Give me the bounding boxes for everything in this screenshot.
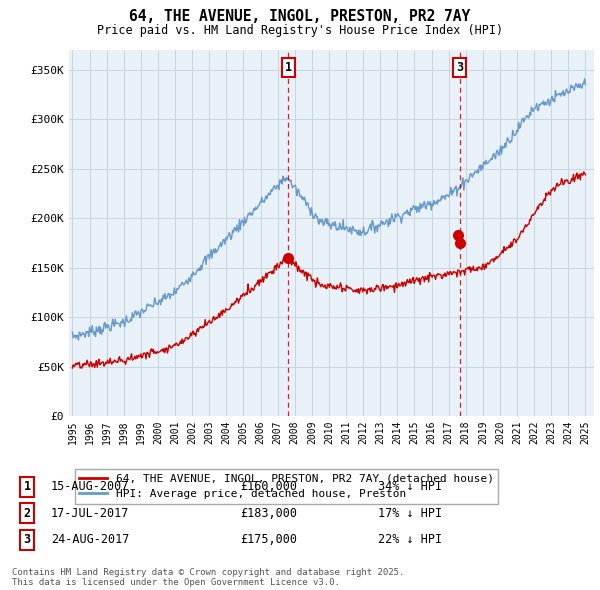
- Text: 15-AUG-2007: 15-AUG-2007: [51, 480, 130, 493]
- Legend: 64, THE AVENUE, INGOL, PRESTON, PR2 7AY (detached house), HPI: Average price, de: 64, THE AVENUE, INGOL, PRESTON, PR2 7AY …: [74, 469, 498, 503]
- Text: 1: 1: [284, 61, 292, 74]
- Text: 24-AUG-2017: 24-AUG-2017: [51, 533, 130, 546]
- Text: 22% ↓ HPI: 22% ↓ HPI: [378, 533, 442, 546]
- Text: 64, THE AVENUE, INGOL, PRESTON, PR2 7AY: 64, THE AVENUE, INGOL, PRESTON, PR2 7AY: [130, 9, 470, 24]
- Text: £175,000: £175,000: [240, 533, 297, 546]
- Text: 17-JUL-2017: 17-JUL-2017: [51, 507, 130, 520]
- Text: £183,000: £183,000: [240, 507, 297, 520]
- Text: 17% ↓ HPI: 17% ↓ HPI: [378, 507, 442, 520]
- Text: Price paid vs. HM Land Registry's House Price Index (HPI): Price paid vs. HM Land Registry's House …: [97, 24, 503, 37]
- Text: 1: 1: [23, 480, 31, 493]
- Text: Contains HM Land Registry data © Crown copyright and database right 2025.
This d: Contains HM Land Registry data © Crown c…: [12, 568, 404, 587]
- Text: £160,000: £160,000: [240, 480, 297, 493]
- Text: 34% ↓ HPI: 34% ↓ HPI: [378, 480, 442, 493]
- Text: 3: 3: [23, 533, 31, 546]
- Text: 2: 2: [23, 507, 31, 520]
- Text: 3: 3: [456, 61, 463, 74]
